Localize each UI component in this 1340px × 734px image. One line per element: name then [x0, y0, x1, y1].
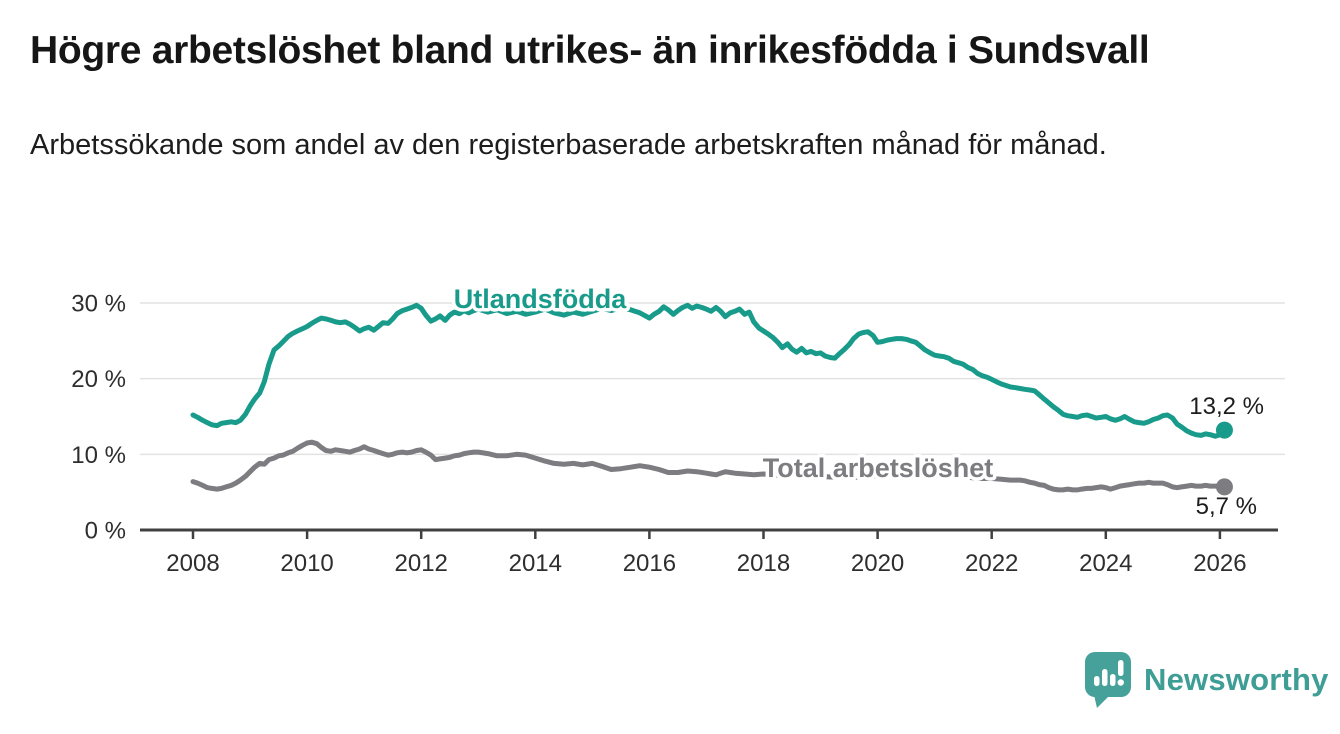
series-end-dot-1: [1215, 478, 1233, 496]
x-tick-label: 2018: [737, 550, 790, 577]
x-tick-label: 2020: [851, 550, 904, 577]
end-value-label-total-arbetsloshet: 5,7 %: [1196, 493, 1257, 520]
page-subtitle: Arbetssökande som andel av den registerb…: [30, 129, 1107, 161]
y-tick-label: 30 %: [71, 290, 126, 317]
brand-name: Newsworthy: [1144, 662, 1329, 697]
gridlines: [140, 302, 1285, 456]
series-line-0: [190, 302, 1227, 439]
series-lines: [190, 302, 1233, 496]
y-tick-label: 0 %: [85, 518, 126, 545]
y-tick-label: 10 %: [71, 442, 126, 469]
axes: 0 % 10 % 20 % 30 % 2008 2010 2012 2014 2016 2018 2…: [71, 290, 1278, 577]
x-tick-label: 2014: [509, 550, 562, 577]
newsworthy-logo: Newsworthy: [1083, 651, 1329, 709]
x-tick-label: 2022: [965, 550, 1018, 577]
series-line-1: [190, 439, 1227, 493]
newsworthy-speech-bubble-icon: [1085, 652, 1131, 708]
series-label-utlandsfodda: Utlandsfödda: [454, 284, 627, 314]
x-tick-label: 2010: [280, 550, 333, 577]
series-end-dot-0: [1215, 421, 1233, 439]
x-tick-label: 2026: [1193, 550, 1246, 577]
end-value-label-utlandsfodda: 13,2 %: [1189, 393, 1264, 420]
x-tick-label: 2012: [395, 550, 448, 577]
x-tick-label: 2024: [1079, 550, 1132, 577]
y-tick-label: 20 %: [71, 366, 126, 393]
page-title: Högre arbetslöshet bland utrikes- än inr…: [30, 29, 1150, 72]
series-label-total-arbetsloshet: Total arbetslöshet: [763, 453, 994, 483]
x-tick-label: 2008: [166, 550, 219, 577]
x-tick-label: 2016: [623, 550, 676, 577]
